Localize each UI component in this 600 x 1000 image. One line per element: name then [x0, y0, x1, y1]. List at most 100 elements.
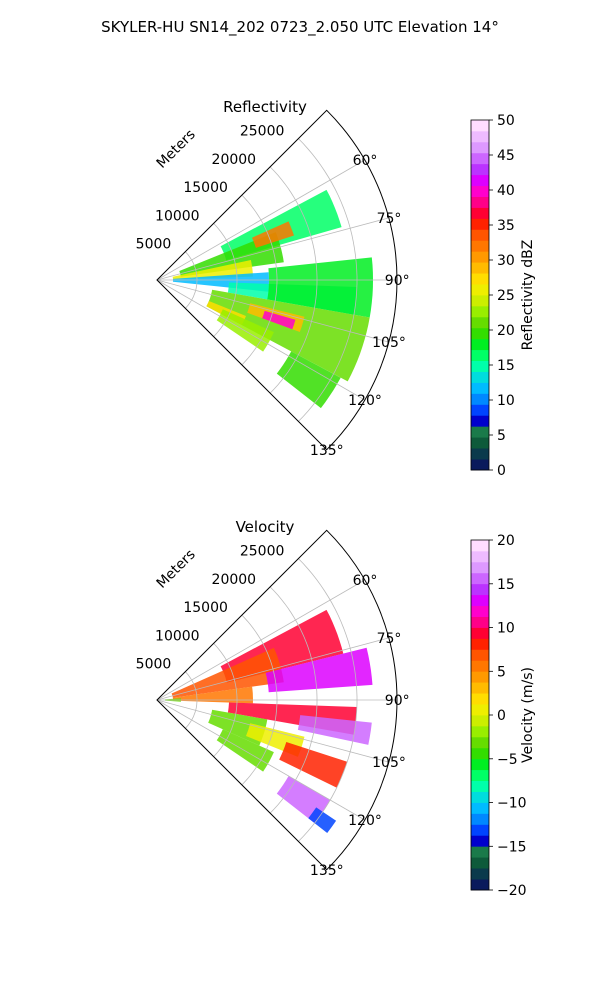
colorbar-label: Reflectivity dBZ — [520, 240, 536, 351]
azimuth-gridline — [156, 579, 366, 701]
echo-region — [265, 647, 373, 693]
azimuth-tick-label: 60° — [353, 153, 378, 169]
colorbar-swatch — [471, 682, 489, 694]
range-tick-label: 25000 — [240, 544, 285, 560]
colorbar-swatch — [471, 382, 489, 394]
colorbar-swatch — [471, 835, 489, 847]
colorbar-swatch — [471, 758, 489, 771]
colorbar-swatch — [471, 196, 489, 208]
azimuth-gridline — [156, 699, 389, 763]
echo-region — [267, 257, 373, 318]
colorbar-swatch — [471, 780, 489, 792]
colorbar-swatch — [471, 747, 489, 760]
colorbar-swatch — [471, 736, 489, 749]
colorbar-tick-label: 10 — [497, 621, 515, 637]
polar-frame — [156, 529, 398, 871]
colorbar-swatch — [471, 846, 489, 858]
colorbar-tick-label: 25 — [497, 288, 515, 304]
colorbar-swatch — [471, 240, 489, 252]
radial-axis-label: Meters — [154, 127, 199, 172]
colorbar-tick-label: 0 — [497, 463, 506, 479]
colorbar-swatch — [471, 725, 489, 738]
colorbar-swatch — [471, 693, 489, 705]
colorbar-swatch — [471, 360, 489, 372]
colorbar-swatch — [471, 824, 489, 836]
azimuth-tick-label: 135° — [310, 863, 344, 879]
colorbar-swatch — [471, 130, 489, 143]
colorbar-swatch — [471, 791, 489, 803]
colorbar-swatch — [471, 671, 489, 683]
azimuth-tick-label: 90° — [385, 273, 410, 289]
range-tick-label: 5000 — [136, 657, 172, 673]
colorbar-swatch — [471, 185, 489, 197]
colorbar-swatch — [471, 338, 489, 351]
colorbar-swatch — [471, 163, 489, 176]
range-tick-label: 10000 — [155, 628, 200, 644]
colorbar-swatch — [471, 769, 489, 782]
colorbar-swatch — [471, 284, 489, 296]
colorbar-swatch — [471, 415, 489, 427]
colorbar-tick-label: −5 — [497, 752, 518, 768]
azimuth-gridline — [156, 279, 389, 343]
range-tick-label: 25000 — [240, 124, 285, 140]
range-tick-label: 20000 — [212, 572, 257, 588]
echo-region — [206, 289, 370, 382]
colorbar-swatch — [471, 704, 489, 716]
colorbar-swatch — [471, 426, 489, 438]
colorbar-tick-label: 45 — [497, 148, 515, 164]
colorbar-swatch — [471, 295, 489, 307]
colorbar-tick-label: 5 — [497, 428, 506, 444]
colorbar-tick-label: 35 — [497, 218, 515, 234]
colorbar-swatch — [471, 437, 489, 449]
colorbar-swatch — [471, 459, 489, 471]
colorbar-tick-label: 50 — [497, 113, 515, 129]
colorbar-swatch — [471, 802, 489, 814]
colorbar-swatch — [471, 349, 489, 362]
polar-frame — [156, 109, 398, 451]
echo-region — [279, 742, 348, 788]
range-tick-label: 5000 — [136, 237, 172, 253]
colorbar-swatch — [471, 305, 489, 318]
colorbar-tick-label: −20 — [497, 883, 527, 899]
colorbar-swatch — [471, 273, 489, 285]
colorbar-tick-label: 10 — [497, 393, 515, 409]
range-tick-label: 10000 — [155, 208, 200, 224]
echo-region — [252, 221, 294, 248]
reflectivity-panel: Reflectivity 5000 10000 15000 20000 25000 Mete… — [136, 98, 536, 479]
colorbar-swatch — [471, 448, 489, 460]
colorbar-tick-label: 15 — [497, 577, 515, 593]
colorbar-swatch — [471, 660, 489, 672]
colorbar-swatch — [471, 262, 489, 274]
echo-region — [276, 351, 341, 409]
colorbar-swatch — [471, 638, 489, 650]
azimuth-tick-label: 90° — [385, 693, 410, 709]
colorbar-tick-label: −15 — [497, 839, 527, 855]
colorbar-swatch — [471, 218, 489, 230]
range-tick-label: 20000 — [212, 152, 257, 168]
colorbar-tick-label: 20 — [497, 533, 515, 549]
colorbar-tick-label: 15 — [497, 358, 515, 374]
colorbar-swatch — [471, 371, 489, 383]
echo-region — [262, 310, 296, 330]
colorbar-swatch — [471, 627, 489, 639]
echo-region — [308, 807, 337, 833]
colorbar-swatch — [471, 649, 489, 661]
colorbar-swatch — [471, 857, 489, 869]
colorbar-tick-label: 0 — [497, 708, 506, 724]
colorbar-swatch — [471, 550, 489, 563]
colorbar-swatch — [471, 605, 489, 617]
echo-region — [216, 729, 274, 772]
echo-region — [216, 309, 274, 352]
colorbar-swatch — [471, 174, 489, 187]
figure-title: SKYLER-HU SN14_202 0723_2.050 UTC Elevat… — [101, 18, 499, 37]
colorbar-label: Velocity (m/s) — [520, 667, 536, 763]
colorbar-swatch — [471, 404, 489, 416]
azimuth-gridline — [156, 159, 366, 281]
colorbar-swatch — [471, 540, 489, 552]
velocity-panel: Velocity 5000 10000 15000 20000 25000 Meters 60… — [136, 518, 536, 899]
colorbar-swatch — [471, 715, 489, 727]
echo-region — [171, 647, 284, 698]
colorbar-swatch — [471, 879, 489, 891]
colorbar-swatch — [471, 813, 489, 825]
azimuth-tick-label: 135° — [310, 443, 344, 459]
